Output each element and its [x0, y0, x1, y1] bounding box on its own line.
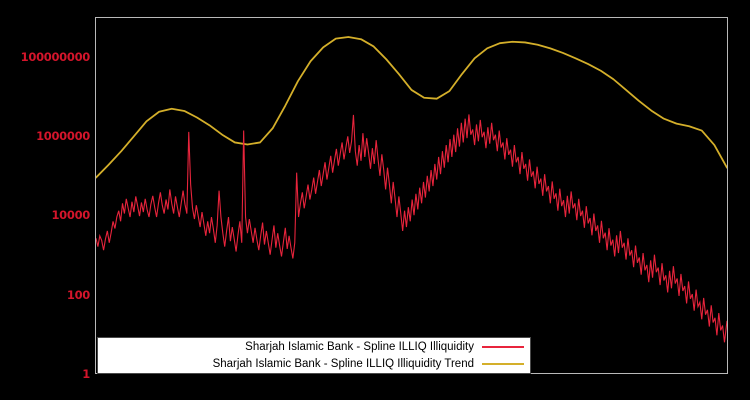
illiquidity-line-path	[96, 114, 727, 343]
legend-color-swatch-trend	[482, 363, 524, 365]
y-axis-tick-labels: 1 100 10000 1000000 100000000	[0, 0, 91, 400]
legend-entry-label: Sharjah Islamic Bank - Spline ILLIQ Illi…	[212, 358, 474, 370]
plot-area	[95, 17, 728, 374]
legend-entry[interactable]: Sharjah Islamic Bank - Spline ILLIQ Illi…	[98, 356, 530, 373]
chart-series-layer	[96, 36, 727, 343]
trend-line-path	[96, 36, 727, 179]
legend-entry-label: Sharjah Islamic Bank - Spline ILLIQ Illi…	[245, 341, 474, 353]
legend-entry[interactable]: Sharjah Islamic Bank - Spline ILLIQ Illi…	[98, 339, 530, 356]
y-axis-tick-label: 10000	[51, 208, 90, 223]
y-axis-tick-label: 100000000	[20, 49, 91, 64]
y-axis-tick-label: 1000000	[36, 129, 90, 143]
y-axis-tick-label: 1	[82, 367, 90, 381]
y-axis-tick-label: 100	[66, 287, 90, 302]
legend[interactable]: Sharjah Islamic Bank - Spline ILLIQ Illi…	[97, 337, 531, 374]
legend-color-swatch-illiquidity	[482, 346, 524, 348]
